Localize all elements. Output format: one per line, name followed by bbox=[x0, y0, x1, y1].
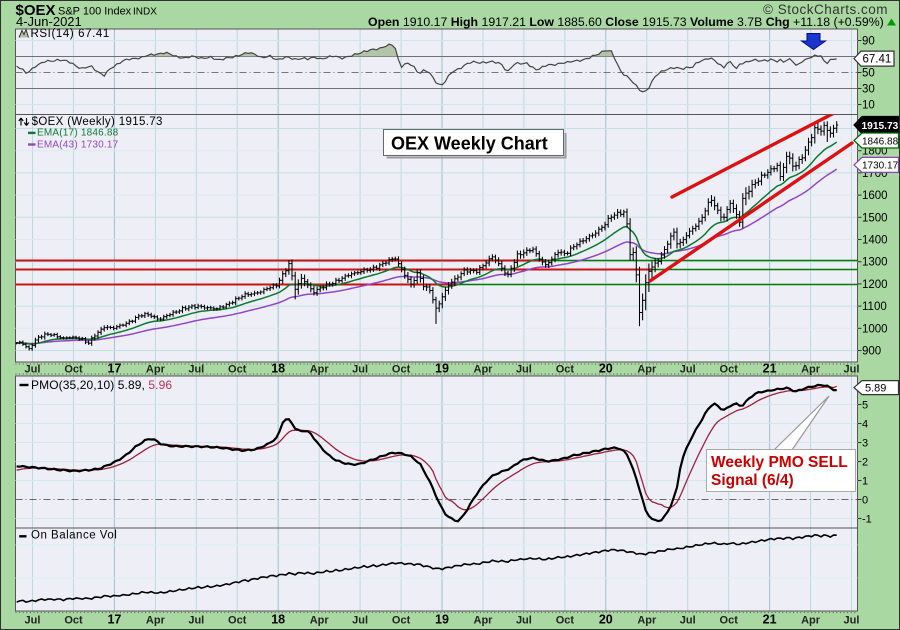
svg-text:90: 90 bbox=[862, 36, 875, 48]
svg-text:Apr: Apr bbox=[801, 615, 821, 627]
svg-text:Jul: Jul bbox=[844, 615, 860, 627]
svg-text:$OEX (Weekly) 1915.73: $OEX (Weekly) 1915.73 bbox=[32, 116, 163, 128]
svg-text:19: 19 bbox=[435, 362, 449, 376]
svg-text:-1: -1 bbox=[862, 514, 872, 526]
svg-text:1: 1 bbox=[862, 476, 868, 488]
svg-text:Jul: Jul bbox=[844, 364, 860, 376]
svg-text:Open 1910.17 High 1917.21 Low: Open 1910.17 High 1917.21 Low 1885.60 Cl… bbox=[368, 15, 884, 29]
svg-text:10: 10 bbox=[862, 100, 875, 112]
svg-text:Apr: Apr bbox=[637, 615, 657, 627]
svg-text:1200: 1200 bbox=[862, 279, 888, 291]
svg-text:67.41: 67.41 bbox=[863, 54, 892, 66]
svg-text:1400: 1400 bbox=[862, 235, 888, 247]
svg-text:Jul: Jul bbox=[188, 364, 204, 376]
svg-text:3: 3 bbox=[862, 438, 868, 450]
svg-text:Oct: Oct bbox=[392, 364, 411, 376]
svg-text:Oct: Oct bbox=[392, 615, 411, 627]
svg-text:On Balance Vol: On Balance Vol bbox=[31, 530, 117, 542]
svg-text:EMA(17) 1846.88: EMA(17) 1846.88 bbox=[37, 128, 119, 139]
svg-text:Jul: Jul bbox=[25, 615, 41, 627]
svg-text:Oct: Oct bbox=[556, 615, 575, 627]
svg-text:1500: 1500 bbox=[862, 212, 888, 224]
svg-text:S&P 100 Index: S&P 100 Index bbox=[58, 6, 132, 18]
svg-text:Jul: Jul bbox=[516, 364, 532, 376]
svg-text:1100: 1100 bbox=[862, 301, 887, 313]
svg-text:Apr: Apr bbox=[474, 364, 494, 376]
svg-text:Jul: Jul bbox=[352, 615, 368, 627]
svg-text:Oct: Oct bbox=[556, 364, 575, 376]
svg-text:2: 2 bbox=[862, 457, 868, 469]
svg-text:5: 5 bbox=[862, 400, 868, 412]
svg-text:EMA(43) 1730.17: EMA(43) 1730.17 bbox=[37, 139, 119, 150]
svg-text:PMO(35,20,10) 5.89, 5.96: PMO(35,20,10) 5.89, 5.96 bbox=[31, 378, 172, 392]
svg-text:1915.73: 1915.73 bbox=[862, 121, 899, 132]
svg-text:17: 17 bbox=[107, 613, 121, 627]
svg-text:Apr: Apr bbox=[146, 364, 166, 376]
svg-text:Apr: Apr bbox=[474, 615, 494, 627]
svg-text:1846.88: 1846.88 bbox=[862, 136, 899, 147]
svg-text:Apr: Apr bbox=[801, 364, 821, 376]
svg-text:OEX Weekly Chart: OEX Weekly Chart bbox=[391, 134, 548, 154]
svg-text:900: 900 bbox=[862, 346, 881, 358]
svg-text:Weekly PMO SELL: Weekly PMO SELL bbox=[711, 454, 848, 471]
svg-text:50: 50 bbox=[862, 68, 875, 80]
svg-text:18: 18 bbox=[271, 613, 285, 627]
svg-text:© StockCharts.com: © StockCharts.com bbox=[763, 2, 888, 17]
svg-text:4-Jun-2021: 4-Jun-2021 bbox=[16, 14, 82, 29]
svg-text:Jul: Jul bbox=[680, 364, 696, 376]
svg-text:Apr: Apr bbox=[310, 364, 330, 376]
svg-text:18: 18 bbox=[271, 362, 285, 376]
svg-text:Apr: Apr bbox=[146, 615, 166, 627]
svg-text:19: 19 bbox=[435, 613, 449, 627]
svg-text:1600: 1600 bbox=[862, 190, 888, 202]
svg-text:Signal (6/4): Signal (6/4) bbox=[711, 472, 794, 489]
svg-text:1730.17: 1730.17 bbox=[862, 161, 899, 172]
svg-text:Jul: Jul bbox=[680, 615, 696, 627]
svg-text:INDX: INDX bbox=[133, 7, 157, 18]
svg-text:Apr: Apr bbox=[310, 615, 330, 627]
svg-text:21: 21 bbox=[763, 613, 777, 627]
svg-text:0: 0 bbox=[862, 495, 868, 507]
svg-text:5.89: 5.89 bbox=[865, 382, 886, 394]
svg-text:Jul: Jul bbox=[352, 364, 368, 376]
svg-text:1800: 1800 bbox=[862, 146, 888, 158]
svg-text:$OEX: $OEX bbox=[16, 2, 56, 19]
svg-text:Jul: Jul bbox=[25, 364, 41, 376]
svg-text:Jul: Jul bbox=[188, 615, 204, 627]
svg-text:17: 17 bbox=[107, 362, 121, 376]
svg-text:Oct: Oct bbox=[228, 364, 247, 376]
svg-text:21: 21 bbox=[763, 362, 777, 376]
svg-text:Jul: Jul bbox=[516, 615, 532, 627]
svg-text:1300: 1300 bbox=[862, 257, 888, 269]
svg-text:Apr: Apr bbox=[637, 364, 657, 376]
svg-text:Oct: Oct bbox=[720, 615, 739, 627]
svg-text:20: 20 bbox=[599, 613, 613, 627]
svg-text:Oct: Oct bbox=[64, 615, 83, 627]
svg-text:30: 30 bbox=[862, 84, 875, 96]
svg-text:Oct: Oct bbox=[228, 615, 247, 627]
svg-text:RSI(14) 67.41: RSI(14) 67.41 bbox=[31, 28, 110, 40]
svg-text:4: 4 bbox=[862, 419, 868, 431]
svg-text:1000: 1000 bbox=[862, 323, 888, 335]
svg-text:Oct: Oct bbox=[64, 364, 83, 376]
svg-text:20: 20 bbox=[599, 362, 613, 376]
svg-text:Oct: Oct bbox=[720, 364, 739, 376]
